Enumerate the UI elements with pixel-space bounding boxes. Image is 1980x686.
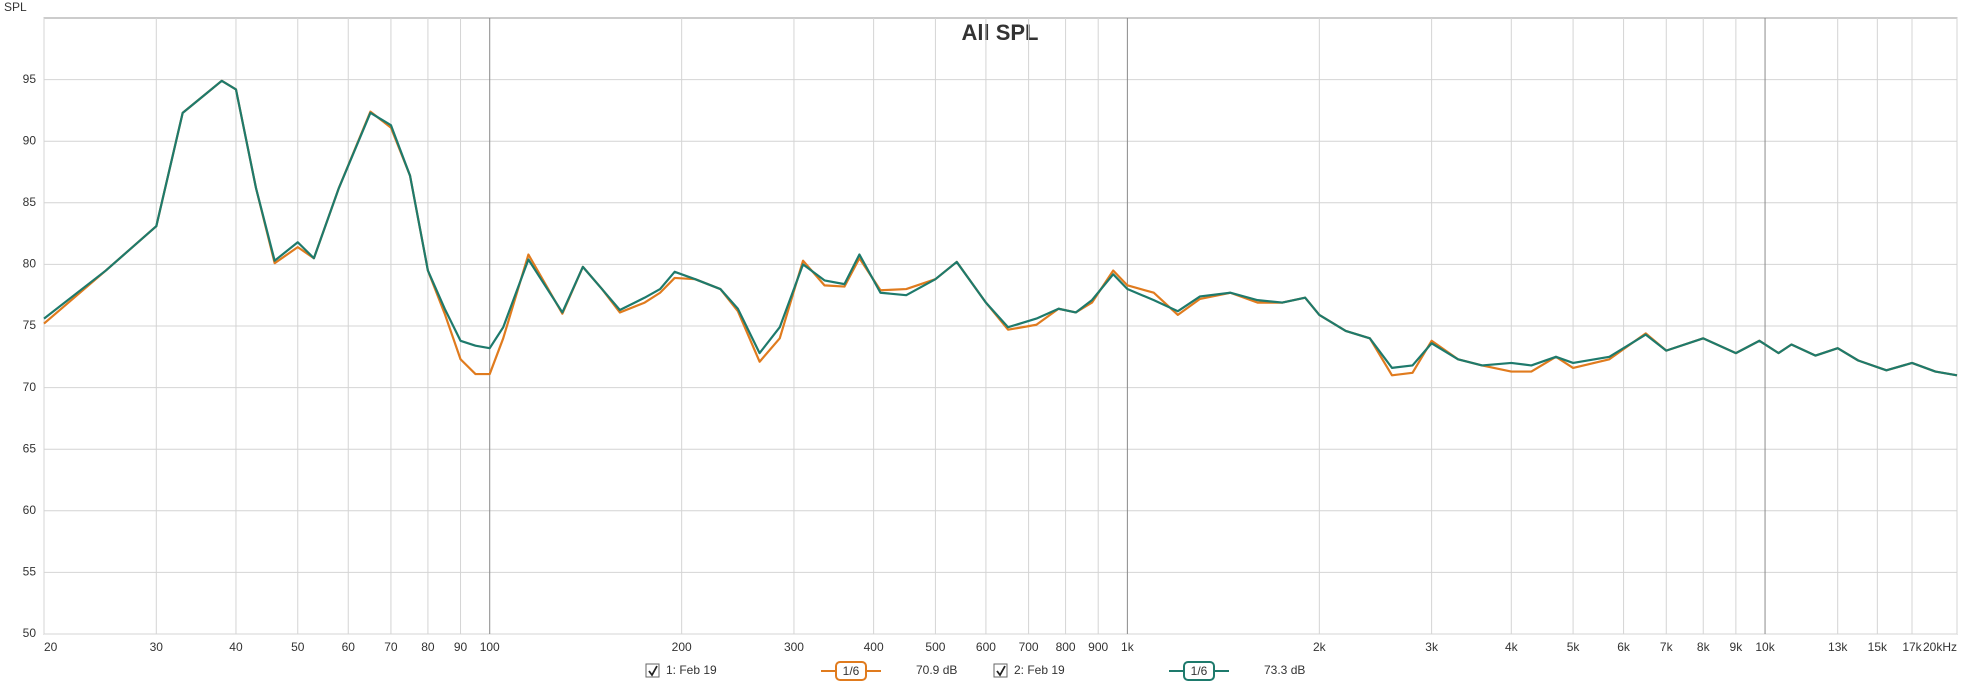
x-tick-label: 400 (864, 640, 884, 654)
smoothing-label: 1/6 (1191, 664, 1208, 678)
x-tick-label: 80 (421, 640, 435, 654)
x-tick-label: 8k (1697, 640, 1711, 654)
y-tick-label: 55 (23, 565, 37, 579)
x-tick-label: 20 (44, 640, 58, 654)
y-tick-label: 85 (23, 195, 37, 209)
y-tick-label: 90 (23, 133, 37, 147)
x-tick-label: 15k (1868, 640, 1888, 654)
x-tick-label: 200 (672, 640, 692, 654)
x-tick-label: 900 (1088, 640, 1108, 654)
x-tick-label: 700 (1019, 640, 1039, 654)
x-tick-label: 7k (1660, 640, 1674, 654)
y-tick-label: 70 (23, 380, 37, 394)
x-tick-label: 9k (1730, 640, 1744, 654)
y-tick-label: 65 (23, 441, 37, 455)
y-tick-label: 75 (23, 318, 37, 332)
chart-title: All SPL (961, 20, 1038, 45)
y-tick-label: 80 (23, 257, 37, 271)
y-tick-label: 60 (23, 503, 37, 517)
x-tick-label: 800 (1056, 640, 1076, 654)
x-tick-label: 50 (291, 640, 305, 654)
smoothing-label: 1/6 (843, 664, 860, 678)
x-tick-label: 70 (384, 640, 398, 654)
x-tick-label: 500 (925, 640, 945, 654)
x-tick-label: 60 (342, 640, 356, 654)
x-tick-label: 4k (1505, 640, 1519, 654)
x-tick-label: 90 (454, 640, 468, 654)
smoothing-box (835, 661, 867, 681)
x-tick-label: 40 (229, 640, 243, 654)
legend-label: 2: Feb 19 (1014, 663, 1065, 677)
y-axis-label: SPL (4, 0, 27, 14)
legend-level: 73.3 dB (1264, 663, 1305, 677)
series-line (43, 79, 1958, 377)
x-tick-label: 6k (1617, 640, 1631, 654)
smoothing-box (1183, 661, 1215, 681)
x-tick-label: 20kHz (1923, 640, 1957, 654)
x-tick-label: 10k (1755, 640, 1775, 654)
legend-level: 70.9 dB (916, 663, 957, 677)
x-tick-label: 3k (1425, 640, 1439, 654)
x-tick-label: 13k (1828, 640, 1848, 654)
legend-label: 1: Feb 19 (666, 663, 717, 677)
y-tick-label: 50 (23, 626, 37, 640)
y-tick-label: 95 (23, 72, 37, 86)
x-tick-label: 300 (784, 640, 804, 654)
x-tick-label: 100 (480, 640, 500, 654)
x-tick-label: 600 (976, 640, 996, 654)
x-tick-label: 1k (1121, 640, 1135, 654)
x-tick-label: 17k (1902, 640, 1922, 654)
x-tick-label: 2k (1313, 640, 1327, 654)
legend-check (996, 665, 1006, 677)
legend-check (648, 665, 658, 677)
x-tick-label: 30 (150, 640, 164, 654)
x-tick-label: 5k (1567, 640, 1581, 654)
